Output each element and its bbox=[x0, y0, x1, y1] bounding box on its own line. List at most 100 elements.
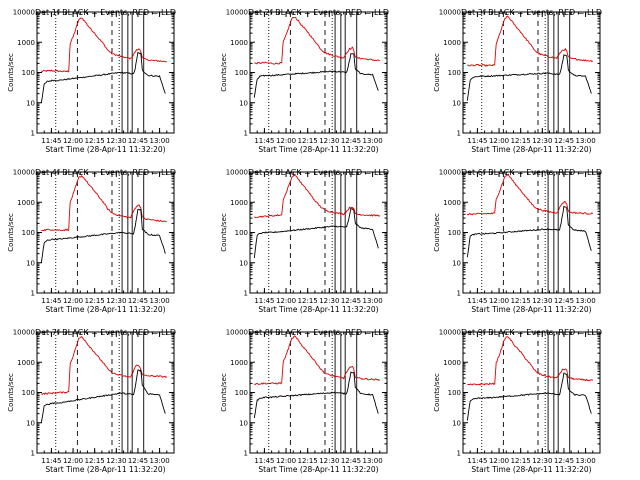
x-tick-label: 11:45 bbox=[467, 297, 487, 305]
y-tick-label: 100 bbox=[448, 69, 461, 77]
y-tick-label: 10 bbox=[452, 99, 461, 107]
x-tick-label: 12:45 bbox=[341, 137, 361, 145]
x-tick-label: 12:00 bbox=[63, 457, 83, 465]
x-tick-label: 12:00 bbox=[276, 457, 296, 465]
x-axis-label: Start Time (28-Apr-11 11:32:20) bbox=[45, 145, 165, 154]
x-tick-label: 11:45 bbox=[467, 137, 487, 145]
series-red-line bbox=[41, 17, 167, 73]
y-tick-label: 100 bbox=[235, 69, 248, 77]
x-axis-label: Start Time (28-Apr-11 11:32:20) bbox=[471, 305, 591, 314]
y-tick-label: 1 bbox=[31, 290, 35, 298]
y-tick-label: 1000 bbox=[443, 199, 461, 207]
chart-panel: Det 7f BLACK = Events, RED = LLD11010010… bbox=[7, 328, 176, 474]
x-tick-label: 12:15 bbox=[85, 137, 105, 145]
y-tick-label: 10000 bbox=[13, 329, 35, 337]
y-tick-label: 100 bbox=[22, 229, 35, 237]
y-tick-label: 10 bbox=[26, 419, 35, 427]
x-tick-label: 12:00 bbox=[276, 137, 296, 145]
x-tick-label: 12:30 bbox=[106, 457, 126, 465]
x-tick-label: 13:00 bbox=[575, 137, 595, 145]
chart-panel: Det 5f BLACK = Events, RED = LLD11010010… bbox=[220, 168, 389, 314]
x-tick-label: 12:45 bbox=[128, 137, 148, 145]
y-tick-label: 100 bbox=[448, 389, 461, 397]
x-tick-label: 12:00 bbox=[276, 297, 296, 305]
x-tick-label: 13:00 bbox=[362, 137, 382, 145]
plot-frame bbox=[462, 331, 601, 454]
y-axis-label: Counts/sec bbox=[220, 53, 228, 92]
x-tick-label: 12:15 bbox=[511, 457, 531, 465]
series-red-line bbox=[254, 16, 380, 65]
x-tick-label: 12:45 bbox=[128, 457, 148, 465]
series-red-line bbox=[466, 174, 594, 216]
x-tick-label: 12:15 bbox=[511, 137, 531, 145]
chart-panel: Det 6f BLACK = Events, RED = LLD11010010… bbox=[433, 168, 602, 314]
x-tick-label: 11:45 bbox=[41, 457, 61, 465]
y-tick-label: 1000 bbox=[443, 39, 461, 47]
y-tick-label: 10000 bbox=[439, 329, 461, 337]
y-tick-label: 10000 bbox=[226, 329, 248, 337]
x-axis-label: Start Time (28-Apr-11 11:32:20) bbox=[258, 305, 378, 314]
x-tick-label: 12:15 bbox=[298, 297, 318, 305]
plot-frame bbox=[462, 171, 601, 294]
x-tick-label: 12:45 bbox=[341, 297, 361, 305]
x-tick-label: 12:45 bbox=[341, 457, 361, 465]
series-black-line bbox=[253, 208, 379, 259]
x-tick-label: 12:30 bbox=[532, 137, 552, 145]
chart-panel: Det 4f BLACK = Events, RED = LLD11010010… bbox=[7, 168, 176, 314]
y-tick-label: 100 bbox=[235, 229, 248, 237]
y-tick-label: 100 bbox=[22, 389, 35, 397]
y-tick-label: 1000 bbox=[230, 39, 248, 47]
x-tick-label: 12:45 bbox=[554, 297, 574, 305]
x-axis-label: Start Time (28-Apr-11 11:32:20) bbox=[471, 465, 591, 474]
y-tick-label: 10 bbox=[26, 99, 35, 107]
x-tick-label: 12:15 bbox=[298, 457, 318, 465]
x-tick-label: 11:45 bbox=[41, 297, 61, 305]
y-tick-label: 10000 bbox=[13, 9, 35, 17]
series-red-line bbox=[467, 15, 594, 68]
plot-frame bbox=[462, 11, 601, 134]
chart-panel: Det 3f BLACK = Events, RED = LLD11010010… bbox=[433, 8, 602, 154]
y-tick-label: 100 bbox=[448, 229, 461, 237]
y-axis-label: Counts/sec bbox=[433, 213, 441, 252]
x-tick-label: 12:00 bbox=[489, 137, 509, 145]
y-tick-label: 1 bbox=[31, 130, 35, 138]
y-tick-label: 1 bbox=[31, 450, 35, 458]
y-tick-label: 1000 bbox=[17, 39, 35, 47]
series-black-line bbox=[40, 51, 166, 104]
y-tick-label: 10 bbox=[26, 259, 35, 267]
y-tick-label: 10 bbox=[452, 259, 461, 267]
x-tick-label: 11:45 bbox=[41, 137, 61, 145]
y-axis-label: Counts/sec bbox=[7, 53, 15, 92]
y-tick-label: 1 bbox=[457, 290, 461, 298]
y-tick-label: 10000 bbox=[439, 9, 461, 17]
x-tick-label: 13:00 bbox=[575, 297, 595, 305]
y-tick-label: 1 bbox=[244, 130, 248, 138]
x-tick-label: 12:30 bbox=[532, 297, 552, 305]
y-tick-label: 10 bbox=[452, 419, 461, 427]
chart-panel: Det 2f BLACK = Events, RED = LLD11010010… bbox=[220, 8, 389, 154]
x-axis-label: Start Time (28-Apr-11 11:32:20) bbox=[45, 465, 165, 474]
y-tick-label: 1000 bbox=[17, 199, 35, 207]
y-tick-label: 100 bbox=[22, 69, 35, 77]
x-tick-label: 11:45 bbox=[254, 137, 274, 145]
x-tick-label: 13:00 bbox=[149, 457, 169, 465]
x-tick-label: 12:00 bbox=[489, 297, 509, 305]
series-red-line bbox=[467, 336, 594, 386]
y-tick-label: 100 bbox=[235, 389, 248, 397]
x-axis-label: Start Time (28-Apr-11 11:32:20) bbox=[258, 465, 378, 474]
series-black-line bbox=[253, 371, 379, 419]
y-axis-label: Counts/sec bbox=[433, 53, 441, 92]
y-tick-label: 1 bbox=[244, 450, 248, 458]
plot-frame bbox=[249, 331, 388, 454]
x-tick-label: 12:15 bbox=[511, 297, 531, 305]
x-tick-label: 12:30 bbox=[319, 297, 339, 305]
x-tick-label: 13:00 bbox=[362, 297, 382, 305]
x-tick-label: 12:00 bbox=[63, 137, 83, 145]
y-tick-label: 10000 bbox=[439, 169, 461, 177]
y-tick-label: 1000 bbox=[17, 359, 35, 367]
y-tick-label: 1 bbox=[457, 450, 461, 458]
chart-panel: Det 1f BLACK = Events, RED = LLD11010010… bbox=[7, 8, 176, 154]
series-red-line bbox=[40, 335, 168, 396]
x-axis-label: Start Time (28-Apr-11 11:32:20) bbox=[471, 145, 591, 154]
x-tick-label: 11:45 bbox=[467, 457, 487, 465]
